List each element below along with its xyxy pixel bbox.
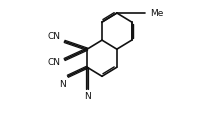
- Text: CN: CN: [48, 58, 61, 67]
- Text: N: N: [84, 92, 91, 102]
- Text: N: N: [59, 79, 66, 89]
- Text: CN: CN: [48, 32, 61, 41]
- Text: Me: Me: [150, 9, 164, 17]
